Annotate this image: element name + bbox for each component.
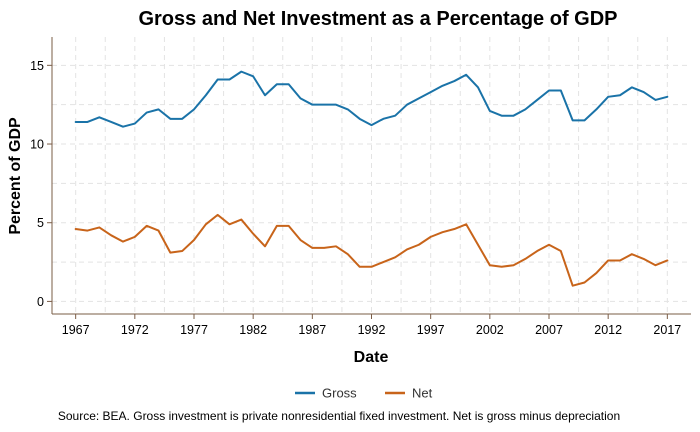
series-layer bbox=[74, 70, 669, 287]
legend-gross-label: Gross bbox=[322, 386, 357, 401]
x-tick-label: 2002 bbox=[476, 323, 504, 337]
y-axis-title: Percent of GDP bbox=[7, 117, 24, 235]
x-tick-label: 1967 bbox=[62, 323, 90, 337]
x-tick-label: 1987 bbox=[298, 323, 326, 337]
x-tick-label: 1992 bbox=[358, 323, 386, 337]
y-tick-label: 15 bbox=[30, 59, 44, 73]
x-tick-label: 1977 bbox=[180, 323, 208, 337]
grid-layer bbox=[52, 37, 691, 314]
legend-net-label: Net bbox=[412, 386, 433, 401]
x-axis-title: Date bbox=[354, 349, 389, 366]
source-note: Source: BEA. Gross investment is private… bbox=[58, 409, 620, 423]
x-tick-label: 1982 bbox=[239, 323, 267, 337]
x-tick-label: 1997 bbox=[417, 323, 445, 337]
series-line-gross bbox=[74, 70, 669, 128]
tick-layer: 1967 1972 1977 1982 1987 1992 1997 2002 2007 2012… bbox=[30, 59, 681, 337]
y-tick-label: 10 bbox=[30, 138, 44, 152]
x-tick-label: 1972 bbox=[121, 323, 149, 337]
y-tick-label: 5 bbox=[37, 216, 44, 230]
legend: Gross Net bbox=[295, 386, 433, 401]
series-line-net bbox=[74, 213, 669, 287]
x-tick-label: 2007 bbox=[535, 323, 563, 337]
y-tick-label: 0 bbox=[37, 295, 44, 309]
x-tick-label: 2017 bbox=[653, 323, 681, 337]
x-tick-label: 2012 bbox=[594, 323, 622, 337]
chart-title: Gross and Net Investment as a Percentage… bbox=[138, 8, 617, 30]
